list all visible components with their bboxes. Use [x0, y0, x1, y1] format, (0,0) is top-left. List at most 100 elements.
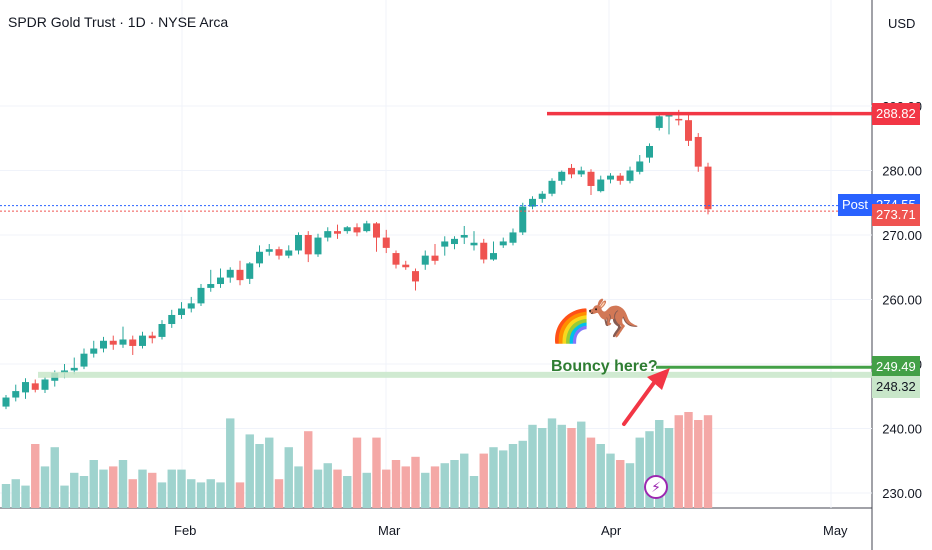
volume-bar [440, 463, 449, 508]
month-label-feb: Feb [174, 523, 197, 538]
volume-bar [177, 469, 186, 508]
candle-body [577, 170, 585, 175]
volume-bar [255, 444, 264, 508]
support-zone-price-tag: 248.32 [872, 375, 920, 398]
candle-body [275, 249, 283, 256]
month-label-apr: Apr [601, 523, 622, 538]
volume-bar [40, 466, 50, 508]
volume-bar [372, 437, 381, 508]
candle-body [61, 370, 68, 374]
candle-body [197, 287, 205, 304]
volume-bar [674, 415, 683, 508]
candle-body [392, 253, 400, 265]
candle-body [100, 340, 107, 349]
candle-body [304, 235, 312, 255]
volume-bar [391, 460, 401, 508]
candle-body [402, 264, 410, 268]
volume-bar [567, 428, 576, 508]
support-zone-band [38, 371, 872, 378]
volume-bar [538, 428, 547, 508]
gridlines [0, 0, 872, 508]
price-tick-label: 240.00 [882, 422, 922, 437]
candle-body [324, 231, 332, 238]
arrow-head [647, 368, 670, 390]
price-axis[interactable]: 230.00240.00250.00260.00270.00280.00290.… [882, 99, 922, 501]
candle-body [519, 206, 527, 233]
candle-body [80, 353, 88, 367]
kangaroo-emoji: 🦘 [587, 295, 640, 342]
currency-label[interactable]: USD [888, 16, 916, 31]
candle-body [70, 367, 78, 371]
annotations [622, 368, 670, 426]
volume-bar [586, 437, 596, 508]
candle-body [90, 348, 98, 354]
volume-bar [304, 431, 313, 508]
candle-body [685, 120, 692, 141]
lightning-icon[interactable]: ⚡ [644, 475, 668, 499]
volume-bar [499, 450, 508, 508]
candle-body [256, 251, 263, 264]
candle-body [129, 339, 137, 346]
price-levels [0, 111, 872, 378]
candle-body [109, 340, 117, 345]
candle-body [334, 231, 341, 234]
support-price-tag: 249.49 [872, 356, 920, 379]
price-tick-label: 270.00 [882, 228, 922, 243]
volume-bar [606, 453, 615, 508]
rainbow-emoji: 🌈 [551, 308, 591, 344]
chart-title: SPDR Gold Trust · 1D · NYSE Arca [8, 14, 229, 30]
candle-body [139, 335, 146, 346]
volume-bar [694, 420, 703, 508]
candle-body [480, 242, 488, 260]
candle-body [343, 227, 351, 232]
candle-body [373, 223, 380, 238]
volume-bar [60, 485, 69, 508]
volume-bar [557, 424, 566, 508]
volume-bar [528, 424, 537, 508]
candle-body [217, 277, 224, 285]
price-tick-label: 280.00 [882, 164, 922, 179]
candle-body [441, 241, 449, 247]
candle-body [431, 255, 439, 261]
volume-bar [21, 485, 30, 508]
volume-bar [508, 444, 518, 508]
candle-body [148, 335, 156, 339]
candle-body [41, 379, 49, 390]
volume-bar [70, 472, 79, 508]
price-tick-label: 230.00 [882, 486, 922, 501]
volume-bar [265, 437, 274, 508]
volume-bar [469, 476, 479, 508]
volume-bar [343, 476, 352, 508]
volume-bar [313, 469, 323, 508]
candle-body [665, 115, 673, 117]
candle-body [470, 242, 478, 246]
volume-bar [518, 440, 527, 508]
volume-bar [138, 469, 147, 508]
volume-bar [635, 437, 644, 508]
candle-body [421, 255, 429, 265]
candle-body [295, 235, 302, 251]
volume-bar [235, 482, 245, 508]
candle-body [363, 223, 371, 232]
volume-bar [109, 466, 118, 508]
candle-body [12, 391, 20, 398]
volume-bar [460, 453, 469, 508]
volume-bar [664, 428, 674, 508]
volume-bars [1, 412, 713, 508]
month-label-mar: Mar [378, 523, 401, 538]
volume-bar [79, 476, 89, 508]
volume-bar [703, 415, 713, 508]
candle-body [451, 238, 458, 245]
volume-bar [206, 479, 215, 508]
volume-bar [655, 420, 664, 508]
volume-bar [547, 418, 557, 508]
volume-bar [274, 479, 284, 508]
volume-bar [31, 444, 40, 508]
volume-bar [157, 482, 167, 508]
post-market-label: Post [838, 193, 872, 216]
arrow-shaft [622, 378, 658, 426]
candle-body [509, 232, 517, 243]
volume-bar [11, 479, 20, 508]
candle-body [626, 170, 634, 181]
